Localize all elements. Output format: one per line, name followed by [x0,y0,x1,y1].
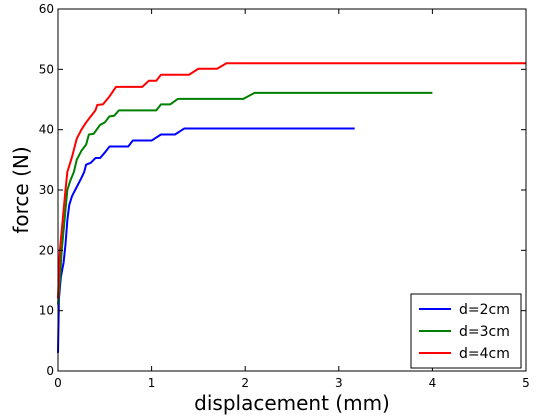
y-axis-title: force (N) [9,146,33,233]
legend-label-1: d=2cm [459,302,510,318]
series-line-2 [57,91,433,305]
y-tick-label: 20 [39,243,54,257]
series-line-3 [57,62,526,299]
y-tick-label: 50 [39,62,54,76]
legend-label-3: d=4cm [459,346,510,362]
x-tick-label: 5 [522,376,530,390]
legend: d=2cm d=3cm d=4cm [410,293,522,369]
y-tick-label: 30 [39,183,54,197]
legend-label-2: d=3cm [459,324,510,340]
y-tick-label: 40 [39,123,54,137]
y-tick-label: 0 [46,364,54,378]
x-tick-label: 1 [148,376,156,390]
y-tick-label: 60 [39,2,54,16]
legend-items: d=2cm d=3cm d=4cm [419,302,510,362]
y-tick-label: 10 [39,304,54,318]
x-tick-label: 3 [335,376,343,390]
series-line-1 [57,127,355,353]
x-tick-label: 2 [241,376,249,390]
x-axis-title: displacement (mm) [194,391,390,415]
x-tick-label: 0 [54,376,62,390]
x-tick-label: 4 [429,376,437,390]
series-layer [57,62,526,353]
